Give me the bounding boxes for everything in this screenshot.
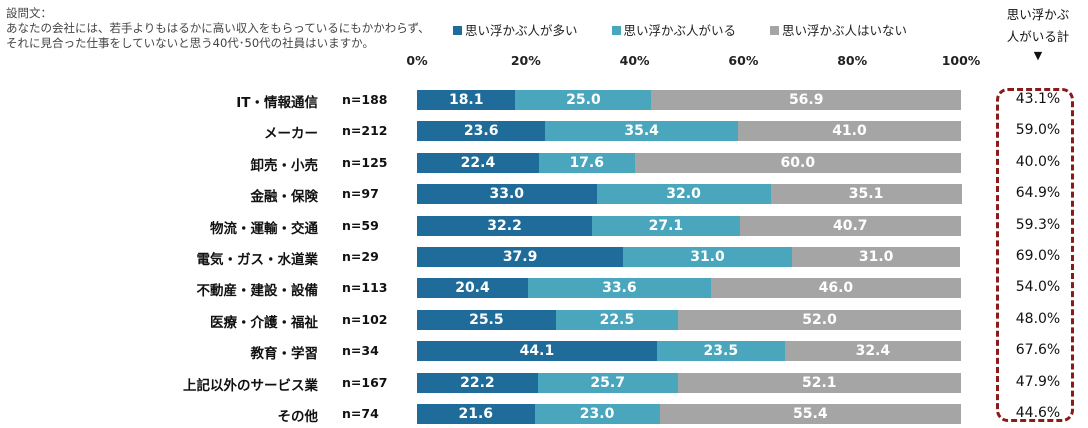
total-value: 59.0% bbox=[1015, 122, 1061, 139]
question-line1: あなたの会社には、若手よりもはるかに高い収入をもらっているにもかかわらず、 bbox=[6, 21, 430, 35]
total-value: 48.0% bbox=[1015, 310, 1061, 327]
question-line2: それに見合った仕事をしていないと思う40代･50代の社員はいますか。 bbox=[6, 36, 374, 50]
bar-segment: 32.4 bbox=[784, 341, 961, 362]
category-label: 物流・運輸・交通 bbox=[210, 220, 318, 237]
category-label: 上記以外のサービス業 bbox=[183, 377, 318, 394]
category-label: 卸売・小売 bbox=[250, 157, 319, 174]
bar-segment: 56.9 bbox=[651, 90, 961, 110]
sample-size: n=74 bbox=[342, 406, 379, 421]
bar-segment: 25.0 bbox=[515, 90, 652, 110]
bar-segment: 44.1 bbox=[417, 341, 657, 362]
bar-segment: 20.4 bbox=[417, 278, 528, 299]
bar-segment: 55.4 bbox=[659, 404, 961, 424]
tick-label: 20% bbox=[510, 53, 541, 68]
bar-segment: 60.0 bbox=[634, 152, 961, 173]
category-label: 教育・学習 bbox=[250, 346, 319, 363]
total-header-line2: 人がいる計 bbox=[1006, 29, 1070, 44]
category-label: 金融・保険 bbox=[250, 189, 319, 206]
total-value: 43.1% bbox=[1015, 91, 1061, 107]
sample-size: n=188 bbox=[342, 92, 388, 107]
sample-size: n=97 bbox=[342, 186, 379, 202]
total-header-line1: 思い浮かぶ bbox=[1006, 7, 1070, 22]
legend-item: 思い浮かぶ人がいる bbox=[611, 20, 737, 39]
bar-segment: 33.0 bbox=[417, 184, 597, 205]
total-value: 47.9% bbox=[1015, 373, 1061, 390]
question-text: 設問文： あなたの会社には、若手よりもはるかに高い収入をもらっているにもかかわら… bbox=[6, 6, 430, 51]
bar-segment: 23.0 bbox=[534, 404, 660, 424]
bar-segment: 25.5 bbox=[417, 309, 556, 330]
bar-segment: 35.1 bbox=[770, 184, 962, 205]
question-label: 設問文： bbox=[6, 6, 52, 20]
bar-segment: 31.0 bbox=[791, 247, 961, 267]
tick-label: 0% bbox=[406, 53, 428, 68]
bar-segment: 25.7 bbox=[537, 372, 678, 393]
bar-segment: 32.0 bbox=[596, 184, 771, 205]
legend-item: 思い浮かぶ人はいない bbox=[770, 20, 907, 39]
category-label: IT・情報通信 bbox=[236, 95, 318, 111]
legend-label: 思い浮かぶ人がいる bbox=[623, 23, 737, 38]
bar-segment: 23.5 bbox=[656, 341, 785, 362]
category-label: 医療・介護・福祉 bbox=[210, 314, 318, 331]
bar-segment: 41.0 bbox=[737, 121, 961, 142]
legend: 思い浮かぶ人が多い 思い浮かぶ人がいる 思い浮かぶ人はいない bbox=[453, 20, 907, 39]
bar-segment: 27.1 bbox=[592, 215, 740, 236]
bar-segment: 22.5 bbox=[555, 309, 679, 330]
tick-label: 80% bbox=[837, 53, 868, 68]
bar-segment: 18.1 bbox=[417, 90, 516, 110]
bar-segment: 33.6 bbox=[527, 278, 711, 299]
legend-swatch bbox=[453, 26, 462, 35]
total-value: 40.0% bbox=[1015, 153, 1061, 170]
legend-swatch bbox=[770, 26, 780, 35]
sample-size: n=167 bbox=[342, 374, 388, 390]
legend-swatch bbox=[611, 26, 621, 35]
category-label: 電気・ガス・水道業 bbox=[196, 252, 319, 268]
bar-segment: 46.0 bbox=[710, 278, 961, 299]
total-value: 54.0% bbox=[1015, 279, 1061, 296]
sample-size: n=125 bbox=[342, 154, 388, 170]
total-value: 44.6% bbox=[1015, 405, 1061, 421]
legend-item: 思い浮かぶ人が多い bbox=[453, 20, 578, 39]
sample-size: n=102 bbox=[342, 311, 388, 327]
sample-size: n=59 bbox=[342, 217, 379, 233]
sample-size: n=29 bbox=[342, 249, 379, 264]
total-value: 59.3% bbox=[1015, 216, 1061, 233]
total-highlight-box bbox=[996, 88, 1074, 422]
bar-segment: 21.6 bbox=[417, 404, 535, 424]
category-label: メーカー bbox=[264, 126, 318, 143]
down-arrow-icon: ▼ bbox=[1033, 49, 1043, 62]
total-value: 67.6% bbox=[1015, 342, 1061, 359]
total-value: 69.0% bbox=[1015, 248, 1061, 264]
bar-segment: 37.9 bbox=[417, 247, 624, 267]
bar-segment: 35.4 bbox=[545, 121, 738, 142]
bar-segment: 22.2 bbox=[417, 372, 538, 393]
bar-segment: 17.6 bbox=[538, 152, 635, 173]
tick-label: 40% bbox=[619, 53, 650, 68]
category-label: 不動産・建設・設備 bbox=[196, 283, 319, 300]
bar-segment: 52.1 bbox=[677, 372, 961, 393]
bar-segment: 31.0 bbox=[623, 247, 792, 267]
bar-segment: 52.0 bbox=[678, 309, 961, 330]
bar-segment: 22.4 bbox=[417, 152, 539, 173]
bar-segment: 32.2 bbox=[417, 215, 593, 236]
total-value: 64.9% bbox=[1015, 185, 1061, 202]
tick-label: 60% bbox=[728, 53, 759, 68]
bar-segment: 40.7 bbox=[739, 215, 961, 236]
tick-label: 100% bbox=[941, 53, 981, 68]
sample-size: n=34 bbox=[342, 343, 379, 359]
sample-size: n=113 bbox=[342, 280, 388, 296]
legend-label: 思い浮かぶ人はいない bbox=[782, 23, 908, 38]
bar-segment: 23.6 bbox=[417, 121, 546, 142]
legend-label: 思い浮かぶ人が多い bbox=[465, 23, 578, 38]
category-label: その他 bbox=[277, 409, 319, 425]
sample-size: n=212 bbox=[342, 123, 388, 139]
total-header: 思い浮かぶ 人がいる計 ▼ bbox=[992, 4, 1084, 64]
